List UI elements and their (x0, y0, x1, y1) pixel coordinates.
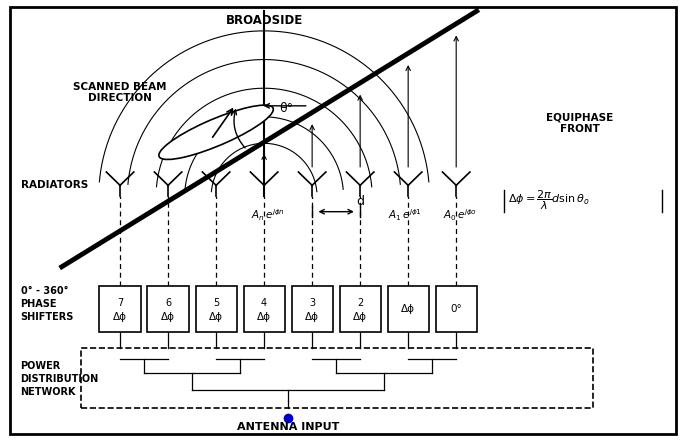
Text: 3: 3 (309, 299, 315, 308)
Text: Δϕ: Δϕ (401, 304, 415, 314)
Text: $A_1\,e^{j\phi 1}$: $A_1\,e^{j\phi 1}$ (388, 207, 422, 223)
Text: 6: 6 (165, 299, 171, 308)
Text: Δϕ: Δϕ (353, 312, 367, 321)
Text: 2: 2 (357, 299, 364, 308)
Bar (244, 286, 285, 332)
Text: RADIATORS: RADIATORS (21, 180, 88, 190)
Bar (292, 286, 333, 332)
Text: $A_0\,e^{j\phi o}$: $A_0\,e^{j\phi o}$ (442, 207, 477, 223)
Bar (147, 286, 189, 332)
Text: POWER
DISTRIBUTION
NETWORK: POWER DISTRIBUTION NETWORK (21, 361, 99, 397)
Text: ANTENNA INPUT: ANTENNA INPUT (237, 422, 340, 432)
Bar (99, 286, 141, 332)
Text: 7: 7 (117, 299, 123, 308)
Text: θ°: θ° (279, 101, 293, 115)
Bar (436, 286, 477, 332)
Text: Δϕ: Δϕ (257, 312, 271, 321)
Text: $A_n\,e^{j\phi n}$: $A_n\,e^{j\phi n}$ (250, 207, 285, 223)
Ellipse shape (159, 105, 273, 160)
Text: 4: 4 (261, 299, 267, 308)
Text: Δϕ: Δϕ (113, 312, 127, 321)
Text: $\Delta\phi{=}\dfrac{2\pi}{\lambda}d\sin\theta_o$: $\Delta\phi{=}\dfrac{2\pi}{\lambda}d\sin… (508, 189, 589, 213)
Bar (81, 348, 593, 408)
Bar (340, 286, 381, 332)
Text: 0° - 360°
PHASE
SHIFTERS: 0° - 360° PHASE SHIFTERS (21, 286, 74, 322)
Text: SCANNED BEAM
DIRECTION: SCANNED BEAM DIRECTION (73, 82, 167, 103)
Text: 5: 5 (213, 299, 220, 308)
Text: 0°: 0° (450, 304, 462, 314)
Bar (388, 286, 429, 332)
Text: EQUIPHASE
FRONT: EQUIPHASE FRONT (546, 113, 613, 134)
Bar (196, 286, 237, 332)
Text: Δϕ: Δϕ (209, 312, 223, 321)
Text: BROADSIDE: BROADSIDE (226, 14, 303, 27)
Text: Δϕ: Δϕ (161, 312, 175, 321)
Text: d: d (357, 195, 365, 208)
Text: Δϕ: Δϕ (305, 312, 319, 321)
